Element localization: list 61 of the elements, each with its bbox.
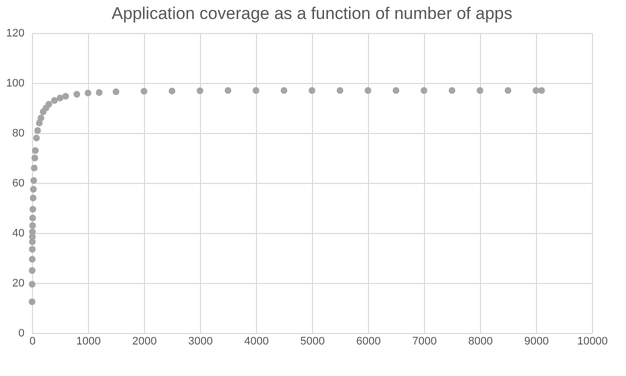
x-tick-label: 3000: [188, 336, 213, 348]
point: [224, 87, 232, 94]
point: [30, 177, 38, 184]
point: [420, 87, 428, 94]
y-tick-label: 80: [12, 128, 24, 140]
chart-title: Application coverage as a function of number of apps: [112, 4, 512, 23]
x-tick-label: 1000: [76, 336, 101, 348]
y-tick-label: 20: [12, 278, 24, 290]
x-tick-label: 0: [29, 336, 36, 348]
point: [45, 100, 52, 108]
x-tick-label: 6000: [356, 336, 381, 348]
point: [62, 92, 69, 100]
x-tick-label: 8000: [468, 336, 493, 348]
point: [168, 88, 176, 94]
point: [504, 87, 512, 94]
point: [28, 256, 36, 263]
y-tick-label: 100: [6, 78, 24, 90]
x-tick-label: 2000: [132, 336, 157, 348]
point: [140, 88, 148, 95]
point: [29, 214, 36, 222]
point: [392, 87, 400, 94]
point: [96, 89, 103, 96]
point: [476, 87, 484, 94]
point: [56, 94, 64, 102]
point: [280, 87, 288, 94]
point: [538, 87, 545, 94]
point: [28, 280, 36, 288]
x-tick-label: 4000: [244, 336, 269, 348]
point: [32, 147, 39, 154]
point: [30, 186, 37, 193]
point: [196, 87, 204, 94]
y-tick-label: 60: [12, 178, 24, 190]
y-tick-label: 40: [12, 228, 24, 240]
point: [34, 127, 41, 134]
point: [29, 222, 36, 229]
point: [252, 87, 260, 94]
point: [29, 206, 36, 213]
point: [364, 87, 372, 94]
point: [30, 194, 36, 202]
point: [30, 164, 38, 172]
y-tick-label: 120: [6, 28, 24, 40]
point: [336, 87, 344, 94]
point: [28, 246, 36, 253]
x-tick-label: 10000: [577, 336, 608, 348]
point: [33, 134, 40, 142]
point: [31, 154, 38, 162]
point: [448, 87, 456, 94]
point: [29, 228, 36, 236]
point: [308, 87, 316, 94]
point: [38, 114, 44, 122]
y-tick-label: 0: [18, 328, 24, 340]
point: [84, 90, 92, 96]
point: [51, 97, 58, 104]
point: [73, 90, 80, 98]
x-tick-label: 5000: [300, 336, 325, 348]
point: [532, 87, 540, 94]
point: [112, 88, 120, 96]
x-tick-label: 9000: [524, 336, 549, 348]
point: [28, 298, 36, 306]
point: [28, 267, 36, 274]
x-tick-label: 7000: [412, 336, 437, 348]
